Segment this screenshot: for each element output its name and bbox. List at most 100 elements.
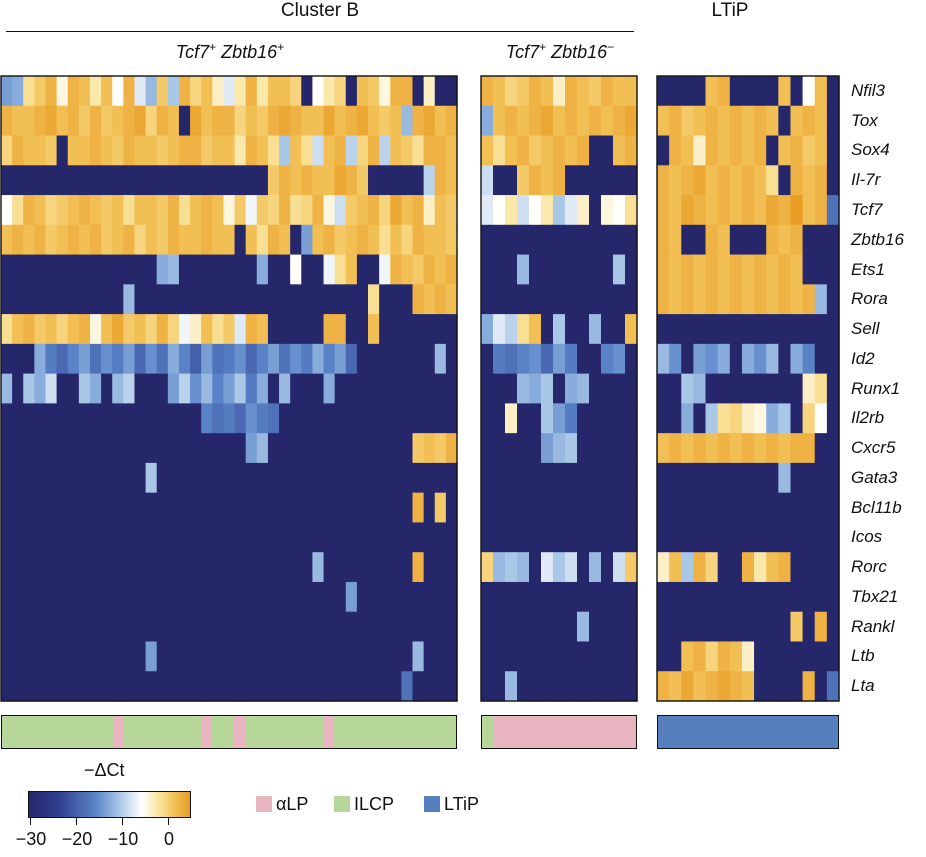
heatmap-panel-frame	[480, 75, 638, 702]
heatmap-cell	[754, 195, 767, 226]
heatmap-cell	[156, 373, 169, 404]
heatmap-cell	[577, 76, 590, 107]
annotation-cell	[366, 716, 379, 748]
heatmap-cell	[766, 641, 779, 672]
heatmap-cell	[156, 284, 169, 315]
colorbar-tick-label: 0	[163, 829, 175, 849]
heatmap-cell	[201, 135, 213, 166]
heatmap-cell	[814, 105, 828, 137]
heatmap-cell	[67, 343, 80, 375]
heatmap-cell	[493, 195, 506, 226]
heatmap-cell	[56, 433, 69, 464]
heatmap-cell	[401, 492, 414, 524]
heatmap-cell	[553, 165, 566, 196]
heatmap-cell	[134, 135, 147, 166]
heatmap-cell	[693, 581, 707, 613]
annotation-cell	[611, 716, 624, 748]
heatmap-cell	[729, 373, 743, 404]
heatmap-cell	[505, 462, 518, 494]
heatmap-cell	[613, 284, 626, 315]
heatmap-cell	[802, 403, 816, 434]
heatmap-cell	[754, 611, 767, 643]
heatmap-cell	[379, 522, 391, 553]
heatmap-cell	[802, 581, 816, 613]
annotation-bar-zbtb16-neg	[481, 715, 637, 749]
heatmap-cell	[234, 195, 247, 226]
heatmap-cell	[12, 165, 24, 196]
heatmap-cell	[234, 314, 247, 345]
heatmap-cell	[669, 671, 682, 702]
legend-item-ltip: LTiP	[424, 794, 479, 815]
heatmap-cell	[334, 254, 347, 285]
heatmap-cell	[123, 433, 136, 464]
heatmap-cell	[681, 581, 694, 613]
heatmap-cell	[577, 492, 590, 524]
heatmap-cell	[245, 314, 258, 345]
heatmap-cell	[301, 433, 314, 464]
heatmap-cell	[601, 314, 614, 345]
gene-label: Runx1	[851, 378, 901, 398]
heatmap-cell	[741, 224, 755, 256]
heatmap-cell	[565, 135, 578, 166]
heatmap-cell	[45, 522, 58, 553]
heatmap-cell	[145, 76, 158, 107]
heatmap-cell	[790, 105, 804, 137]
heatmap-cell	[279, 373, 291, 404]
heatmap-cell	[245, 135, 258, 166]
heatmap-cell	[778, 314, 792, 345]
heatmap-cell	[717, 522, 731, 553]
gene-label: Tcf7	[851, 199, 883, 219]
heatmap-cell	[390, 462, 402, 494]
heatmap-cell	[505, 373, 518, 404]
heatmap-cell	[267, 403, 280, 434]
heatmap-cell	[112, 671, 124, 702]
heatmap-cell	[802, 135, 816, 166]
heatmap-cell	[625, 195, 638, 226]
heatmap-cell	[301, 165, 314, 196]
heatmap-cell	[301, 373, 314, 404]
gene-label: Gata3	[851, 467, 898, 487]
heatmap-cell	[379, 135, 391, 166]
heatmap-cell	[368, 254, 380, 285]
heatmap-cell	[134, 343, 147, 375]
heatmap-cell	[312, 224, 325, 256]
heatmap-cell	[167, 611, 180, 643]
heatmap-cell	[565, 433, 578, 464]
heatmap-cell	[401, 373, 414, 404]
heatmap-cell	[345, 403, 358, 434]
heatmap-cell	[681, 611, 694, 643]
heatmap-cell	[212, 581, 225, 613]
heatmap-cell	[267, 165, 280, 196]
heatmap-cell	[517, 552, 530, 583]
heatmap-cell	[101, 522, 113, 553]
gene-label: Il2rb	[851, 408, 885, 428]
heatmap-cell	[212, 284, 225, 315]
annotation-cell	[90, 716, 103, 748]
annotation-cell	[693, 716, 707, 748]
heatmap-cell	[223, 284, 236, 315]
heatmap-cell	[802, 522, 816, 553]
annotation-cell	[256, 716, 268, 748]
heatmap-cell	[290, 433, 302, 464]
heatmap-cell	[802, 611, 816, 643]
heatmap-cell	[705, 343, 719, 375]
heatmap-cell	[505, 195, 518, 226]
heatmap-cell	[529, 195, 542, 226]
heatmap-cell	[145, 105, 158, 137]
heatmap-cell	[178, 611, 191, 643]
heatmap-cell	[45, 373, 58, 404]
heatmap-cell	[766, 671, 779, 702]
heatmap-cell	[401, 522, 414, 553]
heatmap-cell	[12, 314, 24, 345]
heatmap-cell	[89, 552, 102, 583]
heatmap-cell	[401, 671, 414, 702]
heatmap-cell	[78, 462, 91, 494]
heatmap-cell	[505, 224, 518, 256]
heatmap-cell	[134, 671, 147, 702]
heatmap-cell	[101, 165, 113, 196]
heatmap-cell	[23, 433, 35, 464]
heatmap-cell	[625, 522, 638, 553]
heatmap-cell	[334, 284, 347, 315]
heatmap-cell	[356, 403, 369, 434]
heatmap-cell	[167, 373, 180, 404]
